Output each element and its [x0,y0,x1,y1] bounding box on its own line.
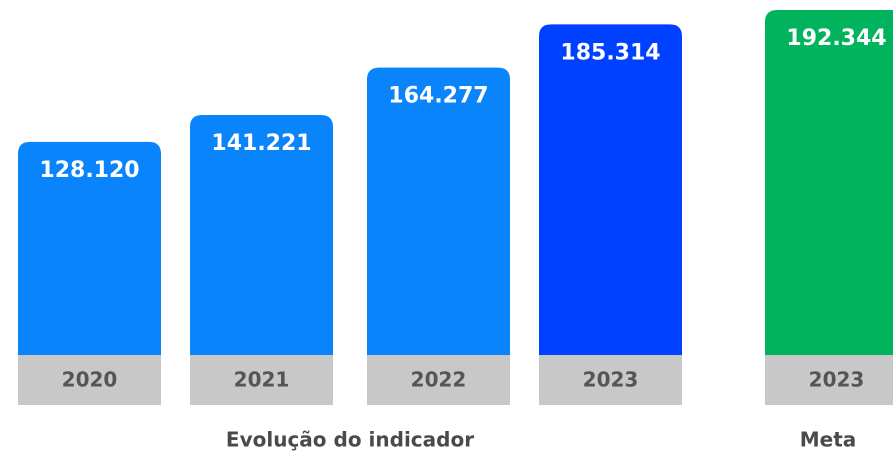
category-label: 2020 [62,368,118,392]
bar [190,114,333,406]
bar [18,141,161,406]
value-label: 164.277 [388,84,488,109]
category-box [18,355,161,405]
category-box [539,355,682,405]
group-label: Evolução do indicador [226,428,474,452]
category-box [765,355,893,405]
category-box [190,355,333,405]
value-label: 141.221 [211,131,311,156]
category-label: 2023 [583,368,639,392]
bar [765,10,893,405]
bar [367,67,510,405]
group-label: Meta [800,428,857,452]
value-label: 185.314 [560,40,660,65]
value-label: 128.120 [39,158,139,183]
category-label: 2023 [809,368,865,392]
bar [539,24,682,406]
category-box [367,355,510,405]
value-label: 192.344 [786,26,886,51]
category-label: 2022 [411,368,467,392]
category-label: 2021 [234,368,290,392]
